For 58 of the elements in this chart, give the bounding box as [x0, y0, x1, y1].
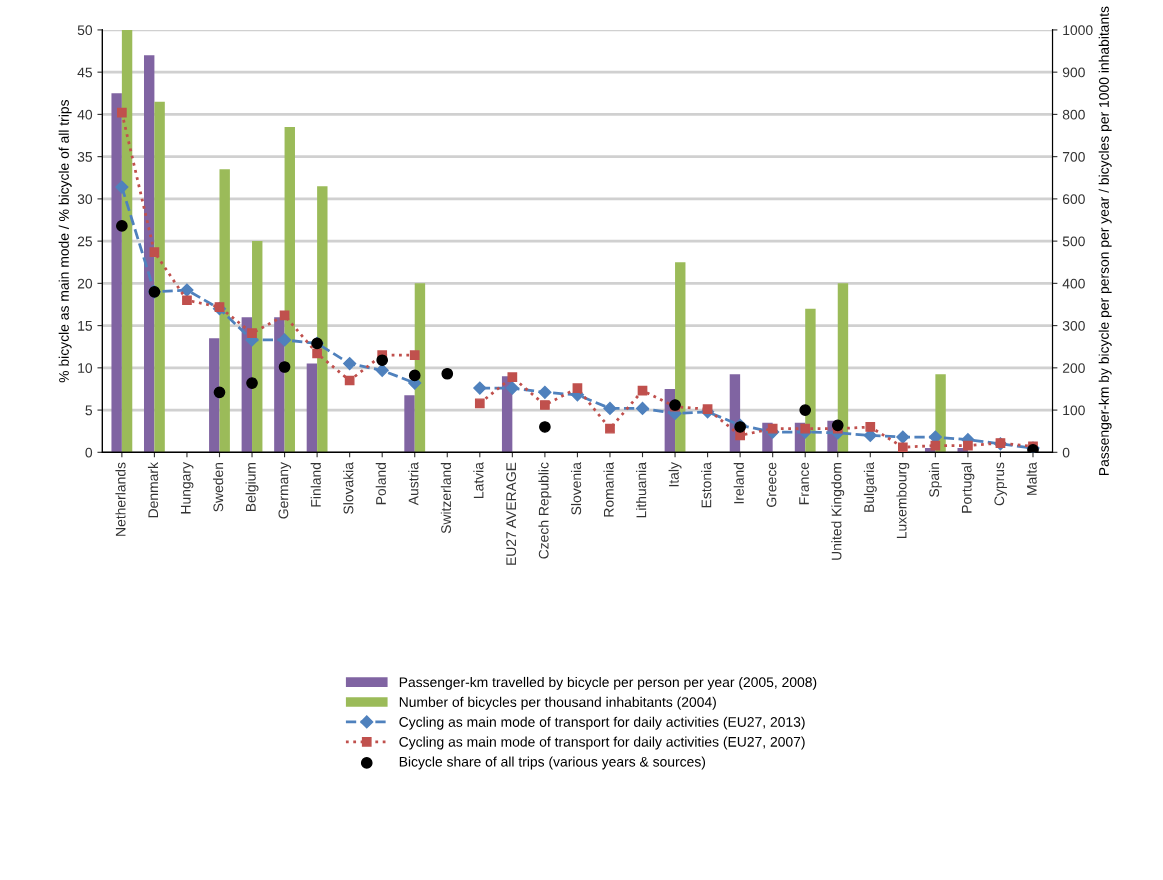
x-tick-label: Slovakia: [343, 462, 354, 514]
x-tick-label: Belgium: [245, 462, 259, 512]
x-tick-label: Estonia: [701, 462, 712, 508]
y2-tick-label: 1000: [1063, 25, 1093, 36]
x-tick-label: Denmark: [147, 462, 159, 518]
y2-tick-label: 700: [1062, 151, 1085, 162]
y-tick-label: 15: [78, 321, 93, 331]
y2-tick-label: 600: [1062, 194, 1085, 205]
x-tick-label: United Kingdom: [831, 462, 845, 560]
y-tick-label: 40: [77, 109, 93, 120]
y-tick-label: 10: [78, 363, 93, 374]
x-tick-label: Bulgaria: [863, 462, 877, 512]
x-tick-label: Romania: [603, 462, 614, 517]
x-tick-label: Slovenia: [570, 462, 582, 515]
x-tick-label: Portugal: [961, 462, 975, 513]
x-tick-label: Lithuania: [636, 462, 647, 518]
y2-tick-label: 500: [1062, 236, 1085, 247]
y-tick-label: 25: [77, 236, 93, 247]
x-tick-label: Germany: [278, 462, 292, 519]
y-tick-label: 45: [77, 67, 93, 78]
x-tick-label: Czech Republic: [538, 462, 552, 559]
x-tick-label: Switzerland: [440, 462, 451, 534]
y2-tick-label: 400: [1062, 278, 1085, 289]
y2-tick-label: 200: [1062, 363, 1085, 374]
x-tick-label: Sweden: [213, 462, 224, 512]
y-tick-label: 5: [85, 405, 93, 416]
legend-label: Passenger-km travelled by bicycle per person per year (2005, 2008): [399, 676, 817, 690]
x-tick-label: Poland: [375, 462, 386, 505]
x-tick-label: Luxembourg: [896, 462, 910, 539]
x-tick-label: Greece: [766, 462, 777, 507]
legend-label: Number of bicycles per thousand inhabitants (2004): [399, 696, 716, 710]
x-tick-label: Netherlands: [115, 462, 126, 536]
x-tick-label: Finland: [310, 462, 321, 507]
y-tick-label: 20: [77, 278, 93, 289]
y2-tick-label: 300: [1062, 320, 1085, 331]
y-tick-label: 50: [77, 25, 93, 36]
x-tick-label: France: [799, 462, 809, 505]
legend-label: Bicycle share of all trips (various years & sources): [399, 756, 706, 770]
y-tick-label: 0: [85, 447, 93, 458]
y2-tick-label: 100: [1063, 405, 1085, 416]
x-tick-label: Latvia: [473, 462, 484, 498]
y-axis-title: % bicycle as main mode / % bicycle of all trips: [58, 99, 72, 383]
x-tick-label: Austria: [408, 462, 419, 506]
x-tick-label: Italy: [668, 462, 682, 487]
legend-label: Cycling as main mode of transport for daily activities (EU27, 2013): [399, 716, 805, 730]
y-tick-label: 35: [77, 151, 93, 162]
y2-tick-label: 900: [1062, 67, 1085, 78]
x-tick-label: EU27 AVERAGE: [506, 462, 517, 565]
x-tick-label: Ireland: [733, 462, 744, 504]
x-tick-label: Hungary: [180, 462, 194, 514]
y2-axis-title: Passenger-km by bicycle per person per year / bicycles per 1000 inhabitants: [1098, 6, 1112, 476]
x-tick-label: Malta: [1026, 462, 1037, 495]
legend-label: Cycling as main mode of transport for daily activities (EU27, 2007): [399, 736, 805, 750]
x-tick-label: Cyprus: [994, 462, 1007, 506]
y2-tick-label: 800: [1062, 109, 1085, 120]
x-tick-label: Spain: [928, 462, 942, 497]
y-tick-label: 30: [77, 194, 93, 205]
y2-tick-label: 0: [1062, 447, 1070, 458]
